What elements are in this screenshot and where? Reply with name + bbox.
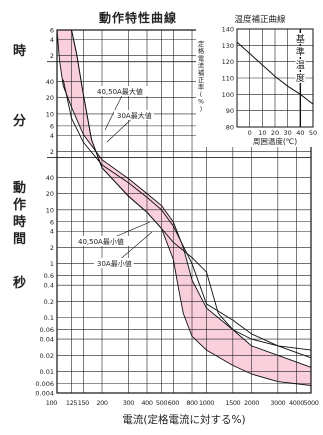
x-tick-label: 200 [96,399,107,407]
inset-ylabel-char: 定 [198,39,205,48]
y-tick-label: 2 [50,244,54,252]
y-tick-label: 0.6 [44,272,54,280]
inset-x-tick: 0 [248,129,252,137]
y-tick-label: 0.2 [44,298,54,306]
reference-label-char: 温 [296,60,305,71]
x-tick-label: 300 [123,399,134,407]
inset-x-tick: 40 [296,129,304,137]
label-bg [114,110,154,120]
y-tick-label: 10 [46,206,54,214]
curve-label: 30A最小値 [97,259,132,268]
inset-ylabel-char: % [198,99,204,106]
inset-ylabel-char: 流 [198,61,205,70]
label-bg [94,258,134,268]
curve-3 [71,29,312,351]
unit-label: 分 [13,113,26,129]
inset-ylabel-char: 正 [198,76,204,84]
y-tick-label: 4 [50,228,54,236]
y-tick-label: 4 [50,132,54,140]
inset-y-tick: 130 [222,42,234,50]
side-label-char: 動 [13,180,26,196]
inset-x-tick: 20 [271,129,279,137]
inset-ylabel-char: ) [200,106,202,113]
inset-y-tick: 100 [222,91,234,99]
y-tick-label: 0.04 [40,336,54,344]
y-tick-label: 0.006 [35,380,54,388]
x-tick-label: 3000 [270,399,285,407]
y-tick-label: 6 [50,122,54,130]
side-label-char: 間 [13,232,26,247]
inset-ylabel-char: 補 [198,68,205,77]
reference-label-char: 基 [296,33,305,45]
inset-ylabel-char: 格 [198,46,205,55]
inset-y-tick: 110 [222,75,234,83]
x-tick-label: 600 [168,399,179,407]
unit-label: 時 [13,43,26,59]
x-tick-label: 4000 [289,399,304,407]
y-tick-label: 6 [50,27,54,35]
y-tick-label: 1 [50,260,54,268]
inset-ylabel-char: 電 [198,54,205,62]
x-tick-label: 500 [156,399,167,407]
inset-y-tick: 90 [226,107,234,115]
x-tick-label: 1000 [199,399,214,407]
inset-x-tick: 30 [284,129,292,137]
x-tick-label: 1500 [225,399,240,407]
y-tick-label: 2 [50,148,54,156]
y-tick-label: 4 [50,36,54,44]
curve-1 [62,79,312,359]
label-bg [94,86,151,96]
curve-label: 40,50A最小値 [78,237,124,246]
reference-label-bg [295,33,306,44]
y-tick-label: 0.06 [40,326,54,334]
inset-x-label: 周囲温度(℃) [253,136,297,146]
y-tick-label: 0.004 [35,390,54,398]
reference-label-bg [295,46,306,57]
y-tick-label: 40 [46,78,54,86]
y-tick-label: 2 [50,52,54,60]
main-title: 動作特性曲線 [99,10,177,25]
y-tick-label: 20 [46,94,54,102]
label-leader [115,231,153,264]
inset-ylabel-char: 率 [198,82,204,91]
y-tick-label: 40 [46,174,54,182]
y-tick-label: 0.01 [40,368,54,376]
x-tick-label: 150 [78,399,89,407]
x-tick-label: 800 [186,399,197,407]
x-tick-label: 125 [66,399,77,407]
inset-frame [236,28,314,128]
x-tick-label: 100 [46,399,57,407]
side-label-char: 時 [13,214,26,230]
y-tick-label: 0.02 [40,352,54,360]
plot-frame [56,29,312,394]
y-tick-label: 20 [46,190,54,198]
reference-label-bg [295,72,306,83]
unit-label: 秒 [13,275,26,291]
x-axis-label: 電流(定格電流に対する%) [122,413,245,426]
inset-x-tick: 50 [309,129,317,137]
y-tick-label: 10 [46,110,54,118]
curve-label: 40,50A最大値 [97,87,143,96]
inset-y-tick: 80 [226,124,234,132]
y-tick-label: 0.1 [44,314,54,322]
x-tick-label: 5000 [304,399,319,407]
inset-y-tick: 140 [222,26,234,34]
reference-label-bg [295,59,306,70]
label-bg [75,236,132,246]
inset-y-tick: 120 [222,58,234,66]
side-label-char: 作 [13,197,26,213]
reference-label-char: 度 [296,72,305,84]
x-tick-label: 2000 [244,399,259,407]
curve-label: 30A最大値 [117,111,152,120]
inset-ylabel-char: ( [200,91,202,98]
inset-title: 温度補正曲線 [234,14,286,25]
y-tick-label: 0.4 [44,282,54,290]
y-tick-label: 6 [50,218,54,226]
curve-0 [56,29,312,368]
x-tick-label: 400 [141,399,152,407]
inset-x-tick: 10 [258,129,266,137]
reference-label-char: 準 [296,46,305,58]
